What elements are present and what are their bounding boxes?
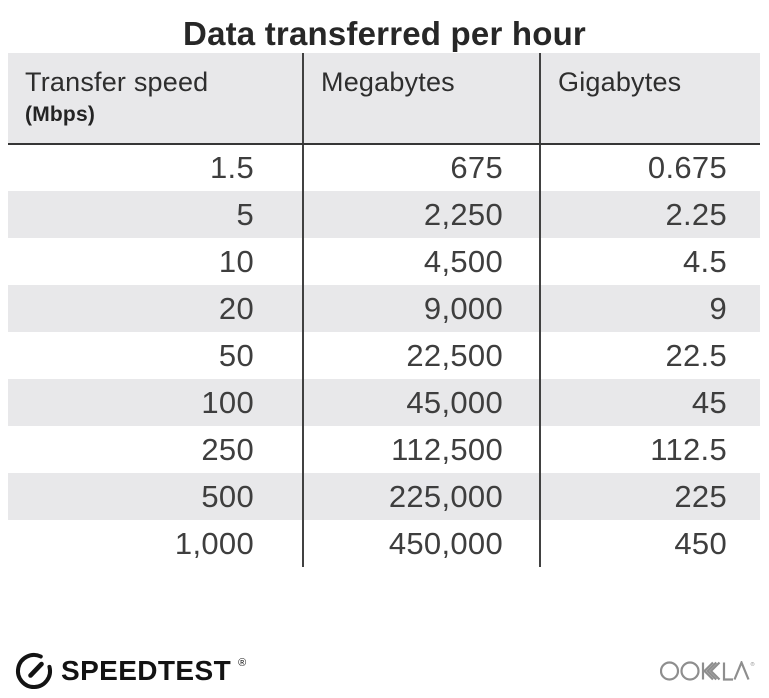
header-gigabytes: Gigabytes (540, 53, 760, 145)
cell-transfer-speed: 20 (8, 285, 304, 332)
cell-megabytes: 9,000 (303, 285, 541, 332)
speedtest-wordmark: SPEEDTEST (61, 655, 232, 686)
cell-transfer-speed: 10 (8, 238, 304, 285)
cell-megabytes: 45,000 (303, 379, 541, 426)
header-label-megabytes: Megabytes (321, 67, 455, 97)
cell-gigabytes: 225 (540, 473, 760, 520)
table-row: 100 45,000 45 (8, 379, 760, 426)
cell-megabytes: 225,000 (303, 473, 541, 520)
cell-gigabytes: 450 (540, 520, 760, 567)
cell-gigabytes: 9 (540, 285, 760, 332)
cell-transfer-speed: 500 (8, 473, 304, 520)
cell-transfer-speed: 1.5 (8, 144, 304, 191)
data-table: Transfer speed (Mbps) Megabytes Gigabyte… (8, 53, 760, 567)
cell-megabytes: 22,500 (303, 332, 541, 379)
cell-transfer-speed: 50 (8, 332, 304, 379)
cell-megabytes: 2,250 (303, 191, 541, 238)
table-row: 500 225,000 225 (8, 473, 760, 520)
ookla-logo: OOKLA ® (660, 661, 755, 681)
cell-transfer-speed: 5 (8, 191, 304, 238)
page-title: Data transferred per hour (183, 15, 586, 52)
table-row: 50 22,500 22.5 (8, 332, 760, 379)
header-sublabel-mbps: (Mbps) (25, 103, 96, 126)
speedtest-gauge-icon (16, 653, 52, 689)
cell-gigabytes: 0.675 (540, 144, 760, 191)
header-transfer-speed: Transfer speed (Mbps) (8, 53, 304, 145)
table-row: 5 2,250 2.25 (8, 191, 760, 238)
table-header: Transfer speed (Mbps) Megabytes Gigabyte… (8, 53, 760, 145)
cell-transfer-speed: 250 (8, 426, 304, 473)
footer: SPEEDTEST ® OOKLA ® (14, 649, 755, 693)
ookla-registered-mark: ® (751, 661, 755, 668)
cell-megabytes: 112,500 (303, 426, 541, 473)
cell-transfer-speed: 1,000 (8, 520, 304, 567)
cell-gigabytes: 112.5 (540, 426, 760, 473)
cell-gigabytes: 4.5 (540, 238, 760, 285)
ookla-wordmark-icon: ® (660, 661, 755, 681)
cell-gigabytes: 2.25 (540, 191, 760, 238)
header-label-gigabytes: Gigabytes (558, 67, 682, 97)
speedtest-logo: SPEEDTEST ® (14, 651, 246, 691)
table-body: 1.5 675 0.675 5 2,250 2.25 10 4,500 4.5 20 9,000 9 5… (8, 144, 760, 567)
table-row: 10 4,500 4.5 (8, 238, 760, 285)
cell-megabytes: 4,500 (303, 238, 541, 285)
header-row: Transfer speed (Mbps) Megabytes Gigabyte… (8, 53, 760, 145)
cell-megabytes: 450,000 (303, 520, 541, 567)
table-row: 20 9,000 9 (8, 285, 760, 332)
table-row: 250 112,500 112.5 (8, 426, 760, 473)
cell-gigabytes: 22.5 (540, 332, 760, 379)
cell-gigabytes: 45 (540, 379, 760, 426)
table-row: 1,000 450,000 450 (8, 520, 760, 567)
cell-megabytes: 675 (303, 144, 541, 191)
cell-transfer-speed: 100 (8, 379, 304, 426)
table-row: 1.5 675 0.675 (8, 144, 760, 191)
speedtest-registered-mark: ® (238, 657, 247, 669)
header-megabytes: Megabytes (303, 53, 541, 145)
header-label-transfer-speed: Transfer speed (25, 67, 209, 97)
